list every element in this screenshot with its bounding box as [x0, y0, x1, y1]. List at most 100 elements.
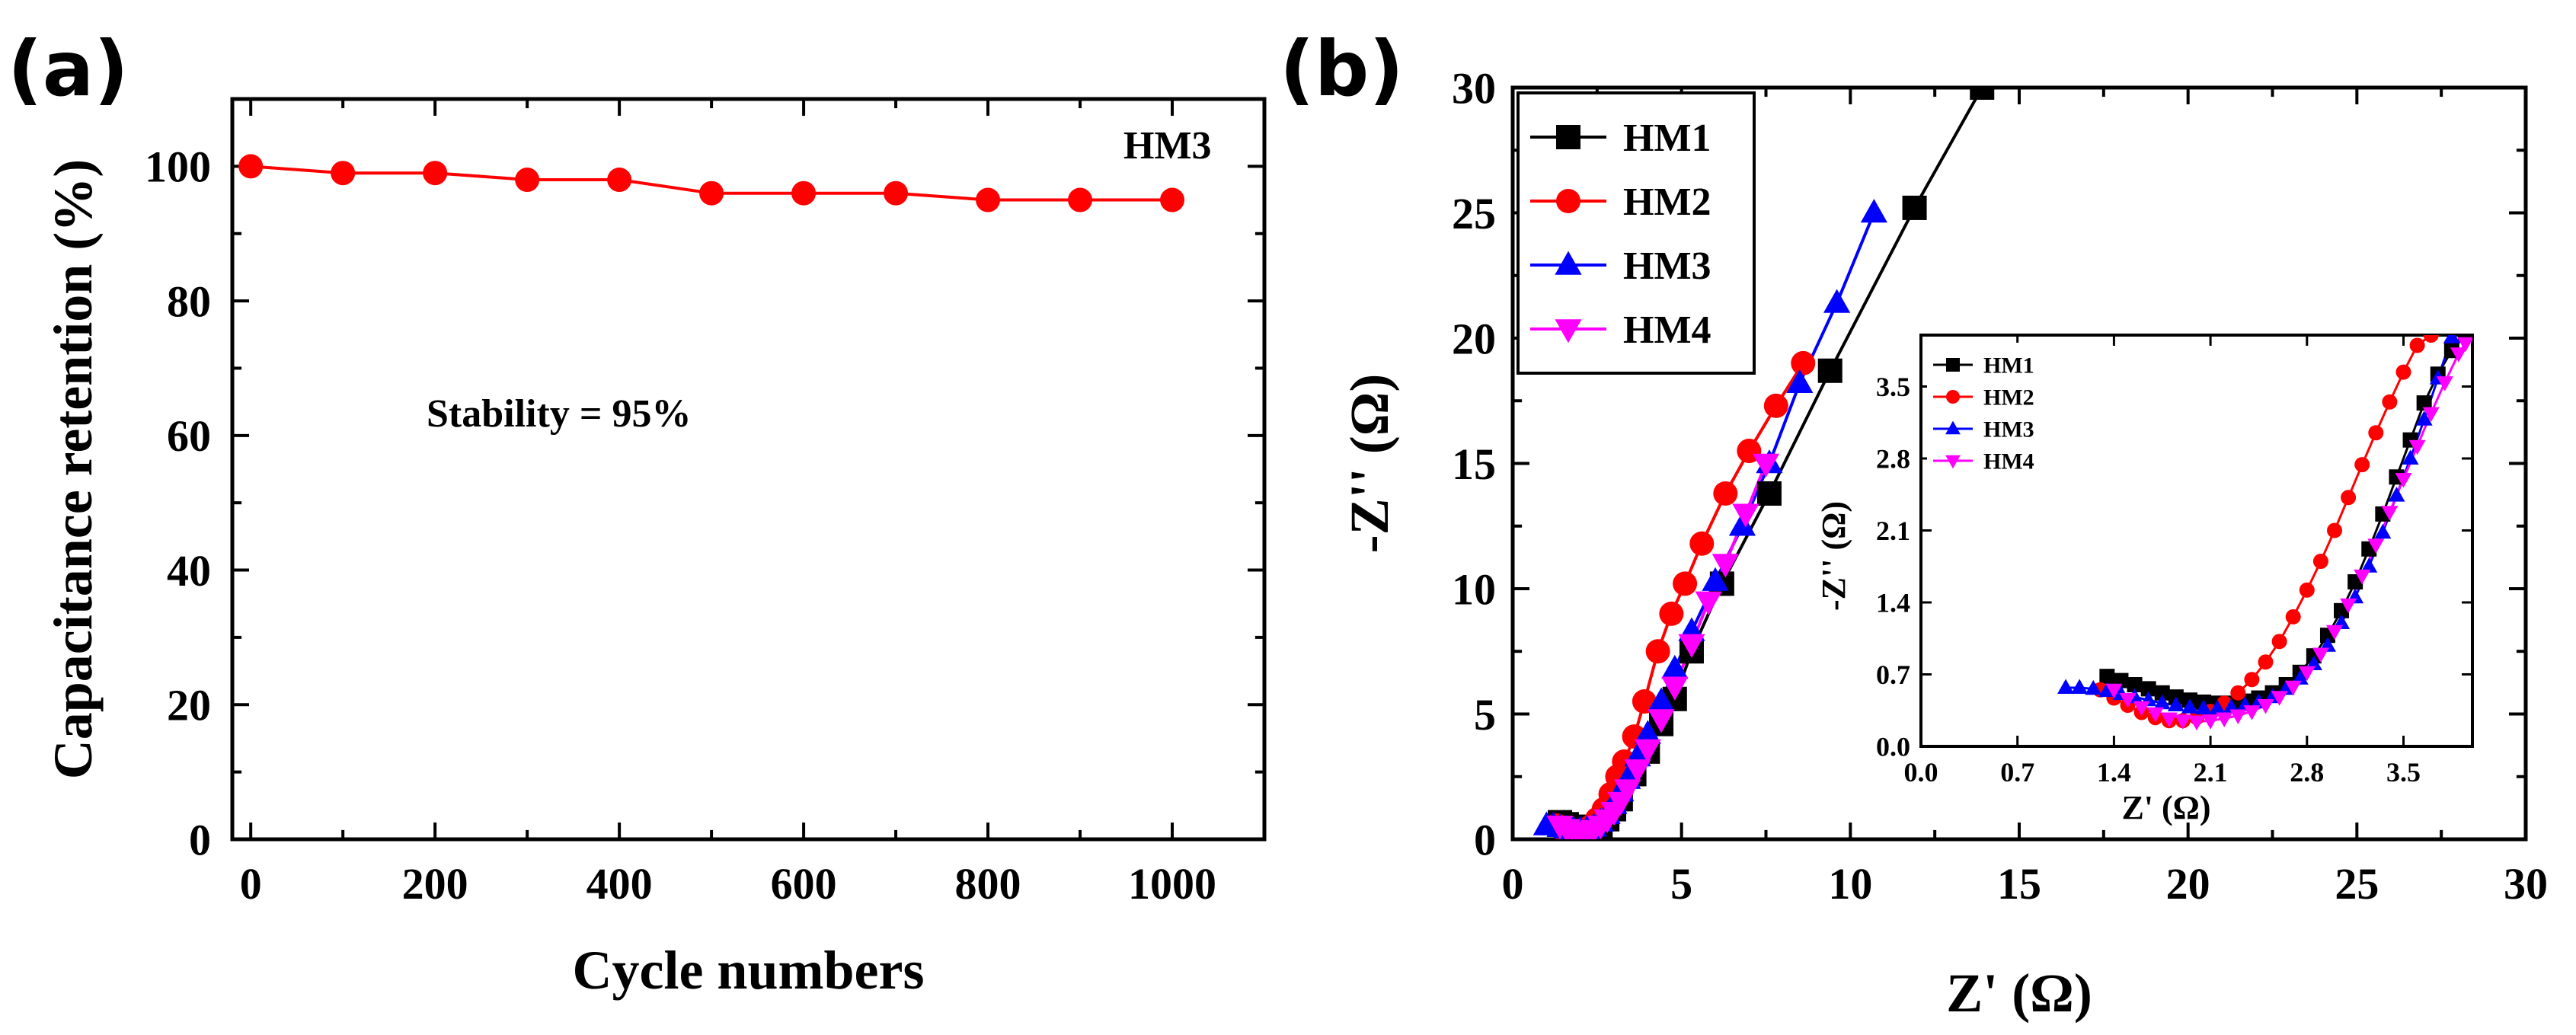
data-point — [1728, 512, 1756, 536]
data-point — [2340, 598, 2357, 614]
data-point — [1648, 687, 1675, 711]
data-point — [2160, 712, 2178, 728]
chart-b-inset: 0.0 0.7 1.4 2.1 2.8 3.5 0.0 0.7 1.4 2.1 2.8 3.5 Z' (… — [1815, 334, 2474, 826]
x-tick-label: 0 — [240, 859, 262, 909]
data-point — [1678, 634, 1705, 658]
legend-label: HM3 — [1983, 417, 2034, 442]
legend-marker — [1945, 420, 1961, 435]
y-axis-label: Capacitance retention (%) — [43, 159, 104, 780]
data-point — [1752, 453, 1780, 478]
data-point — [2298, 666, 2316, 682]
y-tick-label: 40 — [167, 546, 211, 596]
series-group — [2057, 335, 2472, 731]
data-point — [2174, 714, 2191, 730]
data-point — [2402, 449, 2419, 465]
data-point — [331, 161, 356, 186]
data-point — [607, 168, 632, 193]
data-point — [2133, 701, 2150, 717]
y-tick-label: 1.4 — [1876, 588, 1910, 618]
data-point — [423, 161, 448, 186]
data-point — [1713, 481, 1738, 506]
x-tick-label: 5 — [1670, 859, 1692, 909]
data-point — [1160, 187, 1185, 212]
data-point — [2243, 705, 2261, 720]
legend-label: HM1 — [1623, 117, 1711, 160]
data-point — [1634, 720, 1661, 744]
data-point — [1648, 709, 1675, 733]
data-point — [2409, 337, 2425, 353]
data-point — [2154, 685, 2170, 701]
x-tick-label: 2.1 — [2194, 757, 2228, 787]
x-tick-label: 0.7 — [2000, 757, 2034, 787]
data-point — [2354, 457, 2370, 473]
x-tick-label: 600 — [771, 859, 837, 909]
data-point — [1645, 639, 1670, 664]
y-tick-label: 20 — [167, 681, 211, 730]
data-point — [1823, 289, 1851, 313]
data-point — [2368, 425, 2384, 441]
data-point — [1902, 195, 1927, 220]
data-point — [2326, 625, 2343, 640]
data-point — [2230, 685, 2246, 701]
data-point — [2127, 677, 2143, 692]
x-axis-label: Z' (Ω) — [1946, 963, 2092, 1024]
legend-label: HM4 — [1983, 449, 2034, 474]
legend-marker — [1555, 251, 1582, 275]
data-point — [2382, 394, 2398, 410]
data-point — [1624, 759, 1651, 784]
data-point — [2312, 647, 2329, 663]
y-tick-label: 0 — [189, 815, 211, 864]
data-point — [2381, 506, 2399, 521]
legend-marker — [1556, 189, 1580, 213]
data-point — [1634, 739, 1661, 763]
series-annotation: HM3 — [1123, 124, 1212, 168]
data-point — [2360, 557, 2378, 573]
data-point — [791, 180, 817, 206]
y-tick-label: 2.1 — [1876, 516, 1910, 546]
x-tick-label: 1000 — [1128, 859, 1216, 909]
data-point — [2443, 335, 2460, 343]
plot-frame — [230, 97, 1267, 842]
y-tick-label: 60 — [167, 411, 211, 461]
x-tick-label: 15 — [1997, 859, 2041, 909]
data-point — [1763, 393, 1788, 418]
y-tick-label: 30 — [1452, 63, 1496, 113]
data-point — [2257, 699, 2274, 714]
data-point — [2105, 683, 2123, 699]
data-point — [2146, 707, 2164, 723]
y-tick-label: 25 — [1452, 189, 1496, 238]
x-tick-label: 0 — [1502, 859, 1524, 909]
panel-label-b: (b) — [1280, 24, 1404, 113]
legend-marker — [1945, 455, 1961, 469]
x-tick-label: 25 — [2335, 859, 2379, 909]
x-tick-label: 20 — [2166, 859, 2210, 909]
data-point — [2415, 410, 2433, 426]
legend-marker — [1555, 319, 1582, 343]
series-group — [238, 154, 1185, 212]
data-point — [699, 180, 724, 206]
data-point — [2229, 709, 2247, 724]
data-point — [1659, 601, 1684, 626]
data-point — [2422, 407, 2440, 423]
data-point — [2119, 692, 2137, 708]
data-point — [2195, 699, 2213, 715]
data-point — [1711, 554, 1739, 578]
data-point — [1817, 358, 1843, 383]
y-tick-label: 0.0 — [1876, 732, 1910, 762]
legend-label: HM2 — [1623, 180, 1711, 224]
data-point — [2057, 679, 2075, 695]
data-point — [1791, 350, 1816, 375]
data-point — [2167, 696, 2184, 711]
y-tick-label: 10 — [1452, 564, 1496, 614]
data-point — [2423, 335, 2439, 343]
data-point — [2284, 680, 2302, 696]
y-axis-label: -Z'' (Ω) — [1339, 374, 1400, 554]
x-tick-label: 0.0 — [1904, 757, 1938, 787]
data-point — [2188, 715, 2205, 731]
data-point — [2209, 699, 2226, 715]
y-tick-label: 80 — [167, 276, 211, 326]
data-point — [2244, 672, 2260, 688]
data-point — [2299, 582, 2315, 598]
legend-marker — [1946, 390, 1960, 404]
